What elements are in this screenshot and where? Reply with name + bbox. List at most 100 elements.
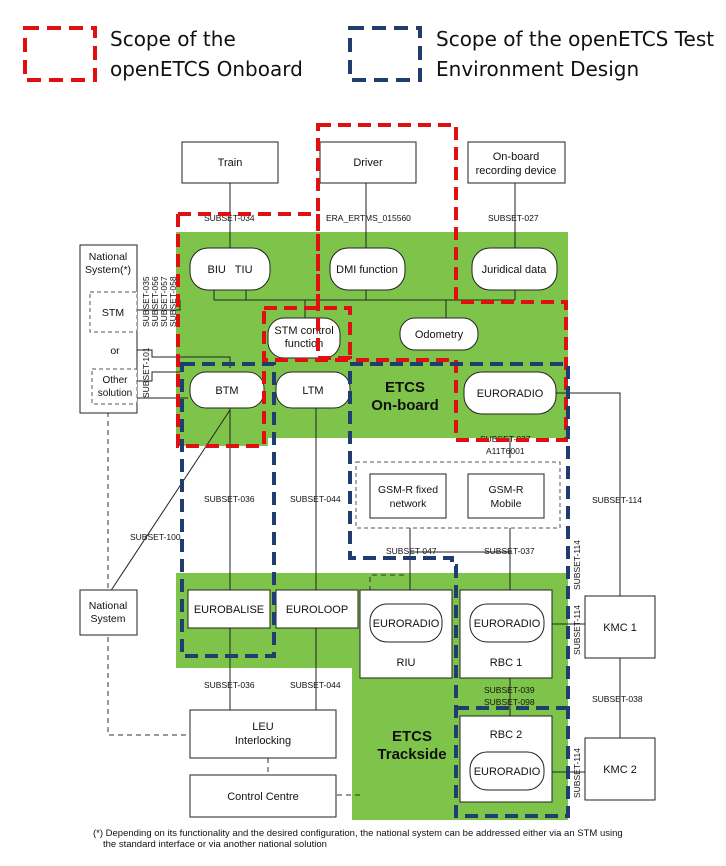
label-subset-114-vertical-a: SUBSET-114 [572, 540, 582, 590]
connection-lines [109, 183, 621, 773]
gsmr-fixed-box [369, 473, 447, 519]
gsmr-mobile-box [467, 473, 545, 519]
juridical-data-label: Juridical data [482, 264, 548, 276]
kmc1-label: KMC 1 [603, 622, 637, 634]
gsmr-fixed-label-2: network [390, 498, 428, 510]
control-centre-box [189, 774, 337, 818]
or-label: or [110, 345, 120, 357]
label-subset-034: SUBSET-034 [204, 213, 255, 223]
kmc2-label: KMC 2 [603, 764, 637, 776]
ltm-pill [275, 371, 351, 409]
recorder-box [467, 141, 566, 184]
legend-onboard-swatch [23, 26, 97, 82]
kmc2-box [584, 737, 656, 801]
riu-euroradio-pill [369, 603, 443, 643]
other-solution-label-1: Other [102, 375, 128, 386]
other-solution-label-2: solution [98, 388, 132, 399]
leu-box [189, 709, 337, 759]
trackside-labels: EUROBALISE EUROLOOP EURORADIO RIU EURORA… [194, 604, 637, 803]
trackside-zone-subtitle: Trackside [377, 746, 446, 763]
onboard-zone-subtitle: On-board [371, 397, 439, 414]
driver-label: Driver [353, 157, 383, 169]
dashed-links [107, 412, 404, 796]
label-subset-056: SUBSET-056 [150, 276, 160, 327]
label-subset-100: SUBSET-100 [130, 532, 181, 542]
label-subset-037-rbc: SUBSET-037 [484, 546, 535, 556]
biu-tiu-pill [189, 247, 271, 291]
recorder-label-1: On-board [493, 151, 539, 163]
recorder-label-2: recording device [476, 165, 557, 177]
test-scope-outline [180, 362, 570, 818]
label-subset-036-bottom: SUBSET-036 [204, 680, 255, 690]
label-subset-057: SUBSET-057 [159, 276, 169, 327]
eurobalise-box [187, 589, 271, 629]
btm-pill [189, 371, 265, 409]
riu-label: RIU [397, 657, 416, 669]
rbc2-euroradio-label: EURORADIO [474, 766, 541, 778]
label-subset-114-rbc2: SUBSET-114 [572, 748, 582, 798]
label-subset-036-top: SUBSET-036 [204, 494, 255, 504]
control-centre-label: Control Centre [227, 791, 299, 803]
btm-label: BTM [215, 385, 238, 397]
top-boxes [181, 141, 566, 184]
footnote: (*) Depending on its functionality and t… [93, 828, 623, 850]
label-subset-114-vertical-b: SUBSET-114 [572, 605, 582, 655]
rbc1-euroradio-label: EURORADIO [474, 618, 541, 630]
trackside-zone-title: ETCS [392, 728, 432, 745]
stm-box [89, 291, 138, 333]
odometry-label: Odometry [415, 329, 464, 341]
national-system-top-label-2: System(*) [85, 264, 131, 276]
train-box [181, 141, 279, 184]
gsmr-region: GSM-R fixed network GSM-R Mobile [355, 461, 561, 529]
label-subset-114-kmc-onboard: SUBSET-114 [592, 495, 642, 505]
gsmr-fixed-label-1: GSM-R fixed [378, 484, 438, 496]
label-subset-035: SUBSET-035 [141, 276, 151, 327]
legend-onboard-label: Scope of the openETCS Onboard [110, 27, 303, 81]
ltm-label: LTM [302, 385, 323, 397]
dmi-function-pill [329, 247, 406, 291]
top-box-labels: Train Driver On-board recording device [218, 151, 557, 177]
rbc2-euroradio-pill [469, 751, 545, 791]
gsmr-mobile-label-2: Mobile [491, 498, 522, 510]
label-a11t6001: A11T6001 [486, 446, 525, 456]
gsmr-mobile-label-1: GSM-R [489, 484, 524, 496]
label-subset-044-bottom: SUBSET-044 [290, 680, 341, 690]
biu-tiu-label: BIU TIU [207, 264, 252, 276]
national-system-bottom: National System [79, 589, 138, 636]
label-subset-044-top: SUBSET-044 [290, 494, 341, 504]
rbc1-euroradio-pill [469, 603, 545, 643]
leu-label-1: LEU [252, 721, 273, 733]
legend-test-label: Scope of the openETCS Test Environment D… [436, 27, 715, 81]
label-subset-058: SUBSET-058 [168, 276, 178, 327]
onboard-function-labels: BIU TIU DMI function Juridical data STM … [207, 264, 547, 400]
stm-control-label-2: function [285, 338, 324, 350]
kmc1-box [584, 595, 656, 659]
euroradio-onboard-label: EURORADIO [477, 388, 544, 400]
rbc1-label: RBC 1 [490, 657, 522, 669]
national-system-bottom-label-2: System [90, 613, 125, 625]
eurobalise-label: EUROBALISE [194, 604, 264, 616]
legend-test-swatch [348, 26, 422, 82]
label-subset-027: SUBSET-027 [488, 213, 539, 223]
label-subset-047: SUBSET-047 [386, 546, 437, 556]
driver-box [319, 141, 417, 184]
train-label: Train [218, 157, 243, 169]
label-subset-101: SUBSET-101 [141, 347, 151, 398]
leu-label-2: Interlocking [235, 735, 291, 747]
odometry-pill [399, 317, 479, 351]
juridical-data-pill [471, 247, 558, 291]
zone-labels: ETCS On-board ETCS Trackside [371, 379, 446, 763]
euroloop-label: EUROLOOP [286, 604, 348, 616]
other-solution-box [91, 368, 138, 405]
rbc2-label: RBC 2 [490, 729, 522, 741]
national-system-top-label-1: National [89, 251, 128, 263]
label-subset-039: SUBSET-039 [484, 685, 535, 695]
riu-euroradio-label: EURORADIO [373, 618, 440, 630]
legend-swatches [23, 26, 422, 82]
stm-label: STM [102, 307, 124, 319]
label-subset-038: SUBSET-038 [592, 694, 643, 704]
onboard-functions [189, 247, 558, 415]
onboard-scope-outline [176, 123, 568, 448]
trackside-boxes [187, 589, 656, 818]
